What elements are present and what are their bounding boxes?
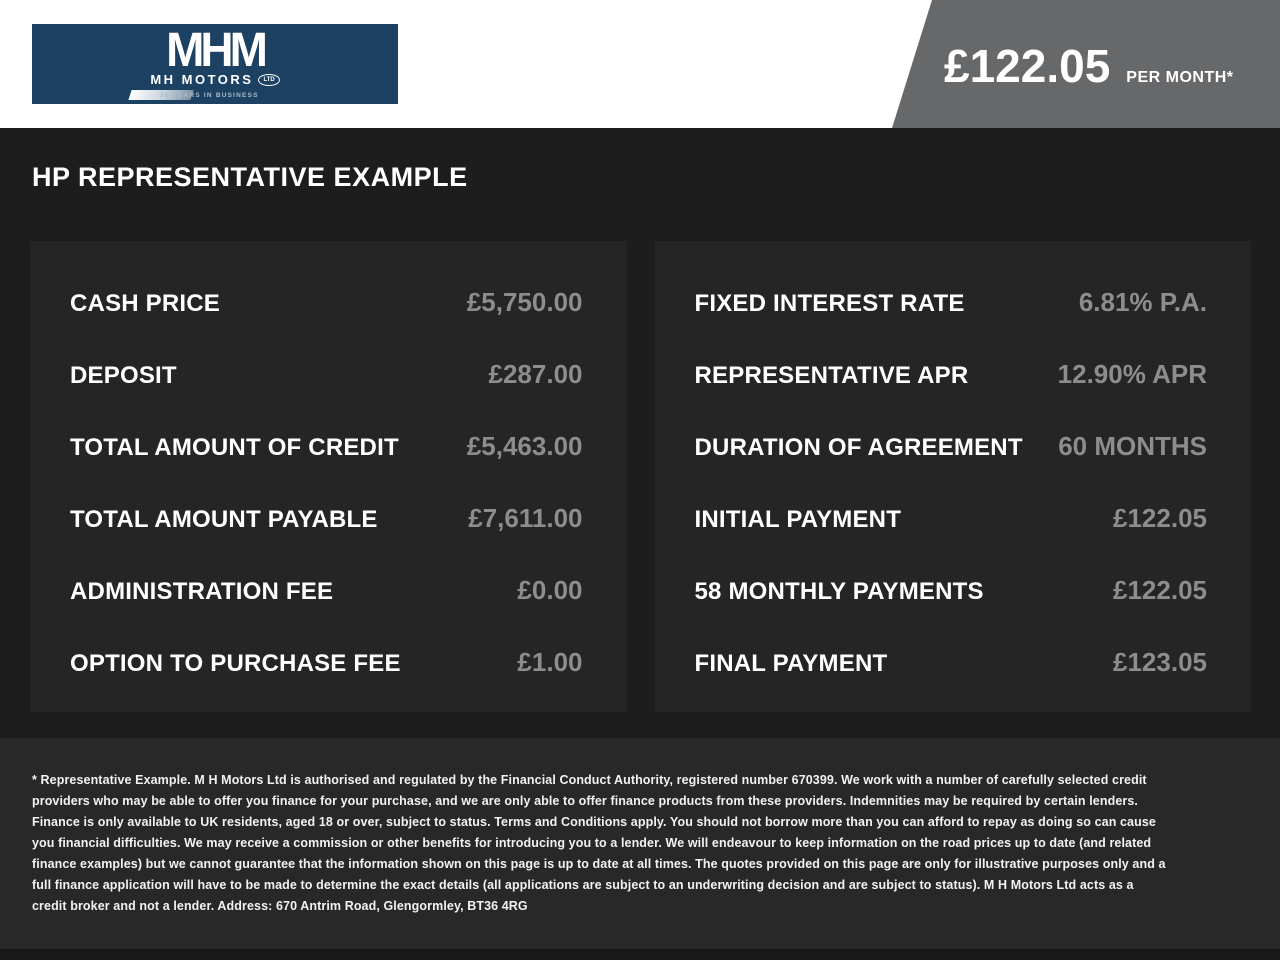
finance-label: TOTAL AMOUNT OF CREDIT [70,434,399,461]
finance-value: £0.00 [517,575,583,605]
logo-name: MH MOTORS [150,72,254,88]
finance-row-final-payment: FINAL PAYMENT £123.05 [695,647,1208,678]
dealer-logo[interactable]: MHM MH MOTORS LTD 36 YEARS IN BUSINESS [32,24,398,104]
finance-label: DEPOSIT [70,362,177,389]
finance-value: £5,750.00 [466,287,583,317]
logo-tagline: 36 YEARS IN BUSINESS [128,90,300,101]
finance-label: 58 MONTHLY PAYMENTS [694,578,984,605]
finance-panels: CASH PRICE £5,750.00 DEPOSIT £287.00 TOT… [30,241,1251,712]
finance-value: £122.05 [1113,503,1207,533]
finance-row-monthly-payments: 58 MONTHLY PAYMENTS £122.05 [695,575,1208,606]
bottom-bar [0,949,1280,960]
finance-row-admin-fee: ADMINISTRATION FEE £0.00 [70,575,583,606]
finance-row-duration: DURATION OF AGREEMENT 60 MONTHS [695,431,1208,462]
monthly-price-amount: £122.05 [944,40,1111,92]
monthly-price-period: PER MONTH* [1126,69,1234,86]
logo-ltd-badge: LTD [258,73,280,86]
finance-value: 12.90% APR [1057,359,1207,389]
footer: * Representative Example. M H Motors Ltd… [0,738,1280,960]
finance-row-total-credit: TOTAL AMOUNT OF CREDIT £5,463.00 [70,431,583,462]
finance-value: £122.05 [1113,575,1207,605]
monthly-price-banner: £122.05 PER MONTH* [892,0,1280,128]
finance-label: REPRESENTATIVE APR [694,362,969,389]
main-content: HP REPRESENTATIVE EXAMPLE CASH PRICE £5,… [0,128,1280,738]
finance-value: £1.00 [517,647,583,677]
finance-label: DURATION OF AGREEMENT [694,434,1023,461]
finance-label: INITIAL PAYMENT [694,506,902,533]
finance-value: £287.00 [488,359,583,389]
finance-label: FINAL PAYMENT [694,650,888,677]
finance-row-total-payable: TOTAL AMOUNT PAYABLE £7,611.00 [70,503,583,534]
monthly-price-banner-inner: £122.05 PER MONTH* [944,35,1234,93]
finance-label: ADMINISTRATION FEE [70,578,334,605]
finance-panel-left: CASH PRICE £5,750.00 DEPOSIT £287.00 TOT… [30,241,627,712]
tagline-text: 36 YEARS IN BUSINESS [160,91,259,99]
finance-value: £123.05 [1113,647,1207,677]
finance-row-interest-rate: FIXED INTEREST RATE 6.81% P.A. [695,287,1208,318]
finance-value: 6.81% P.A. [1078,287,1207,317]
finance-panel-right: FIXED INTEREST RATE 6.81% P.A. REPRESENT… [654,241,1251,712]
finance-value: £7,611.00 [468,503,583,533]
finance-value: £5,463.00 [466,431,583,461]
finance-label: FIXED INTEREST RATE [694,290,965,317]
finance-row-option-fee: OPTION TO PURCHASE FEE £1.00 [70,647,583,678]
finance-row-apr: REPRESENTATIVE APR 12.90% APR [695,359,1208,390]
finance-row-initial-payment: INITIAL PAYMENT £122.05 [695,503,1208,534]
page-title: HP REPRESENTATIVE EXAMPLE [32,162,468,192]
finance-label: TOTAL AMOUNT PAYABLE [70,506,378,533]
finance-label: OPTION TO PURCHASE FEE [70,650,401,677]
header: MHM MH MOTORS LTD 36 YEARS IN BUSINESS £… [0,0,1280,128]
finance-row-cash-price: CASH PRICE £5,750.00 [70,287,583,318]
finance-row-deposit: DEPOSIT £287.00 [70,359,583,390]
finance-value: 60 MONTHS [1058,431,1207,461]
finance-label: CASH PRICE [70,290,221,317]
logo-name-row: MH MOTORS LTD [150,72,280,88]
logo-initials: MHM [166,21,268,77]
disclaimer-text: * Representative Example. M H Motors Ltd… [32,773,1166,913]
